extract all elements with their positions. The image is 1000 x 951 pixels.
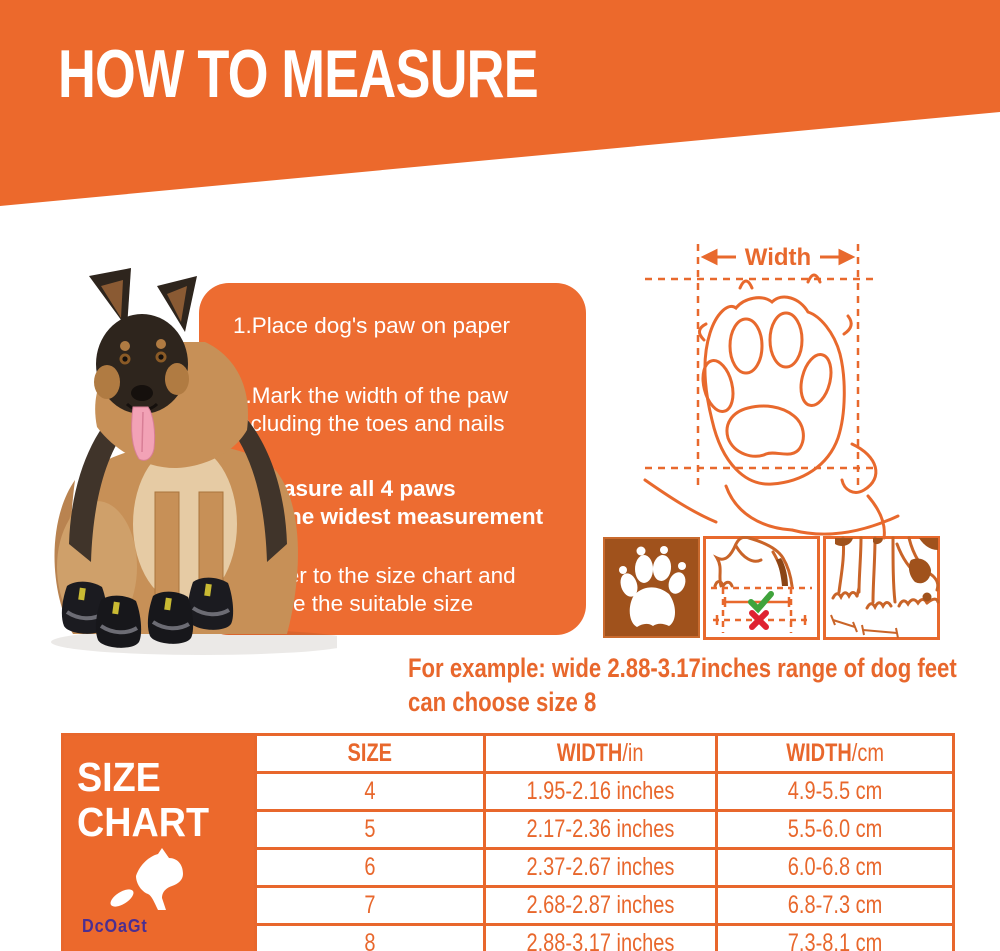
width-arrows-icon <box>700 248 856 266</box>
paw-print-icon <box>619 546 686 627</box>
dog-photo-illustration <box>51 268 337 655</box>
dog-boot-hind-right <box>187 577 234 630</box>
example-note: For example: wide 2.88-3.17inches range … <box>408 653 957 717</box>
paw-measure-diagram: Width <box>643 244 900 540</box>
dog-nose <box>131 385 153 401</box>
measure-ticks <box>830 614 899 639</box>
dog-boot-front-right <box>147 591 194 644</box>
table-row: 5 2.17-2.36 inches 5.5-6.0 cm <box>63 809 955 850</box>
table-row: 6 2.37-2.67 inches 6.0-6.8 cm <box>63 847 955 888</box>
dog-paws-thumbnail <box>823 536 940 640</box>
paw-outline <box>698 273 853 486</box>
width-label: Width <box>745 244 811 271</box>
dog-head <box>96 314 188 414</box>
column-header-width-cm: WIDTH/cm <box>715 733 955 774</box>
size-chart-panel: SIZE CHART DcOaGt <box>61 733 257 951</box>
column-header-size: SIZE <box>254 733 486 774</box>
instruction-step-1: 1.Place dog's paw on paper <box>233 313 510 338</box>
instruction-step-2: 2.Mark the width of the paw including th… <box>233 383 509 436</box>
column-header-width-in: WIDTH/in <box>483 733 718 774</box>
paw-print-thumbnail <box>603 537 700 638</box>
dog-boot-front-left <box>95 595 142 648</box>
check-icon <box>748 591 774 614</box>
page-title: HOW TO MEASURE <box>58 36 539 112</box>
dog-patches <box>835 538 938 602</box>
size-chart-title: SIZE CHART <box>77 753 210 845</box>
measure-howto-thumbnail <box>703 536 820 640</box>
table-row: 4 1.95-2.16 inches 4.9-5.5 cm <box>63 771 955 812</box>
table-row: 7 2.68-2.87 inches 6.8-7.3 cm <box>63 885 955 926</box>
brand-name: DcOaGt <box>82 915 148 936</box>
size-chart-table: SIZE CHART DcOaGt SIZE WIDTH/in <box>61 733 955 951</box>
hand-outline <box>643 442 900 540</box>
table-header-row: SIZE CHART DcOaGt SIZE WIDTH/in <box>61 733 955 951</box>
dog-logo-icon <box>110 847 183 910</box>
header-diagonal-shape <box>0 0 1000 206</box>
table-row: 8 2.88-3.17 inches 7.3-8.1 cm <box>63 923 955 951</box>
cross-icon <box>749 610 769 630</box>
header-band <box>0 0 1000 206</box>
